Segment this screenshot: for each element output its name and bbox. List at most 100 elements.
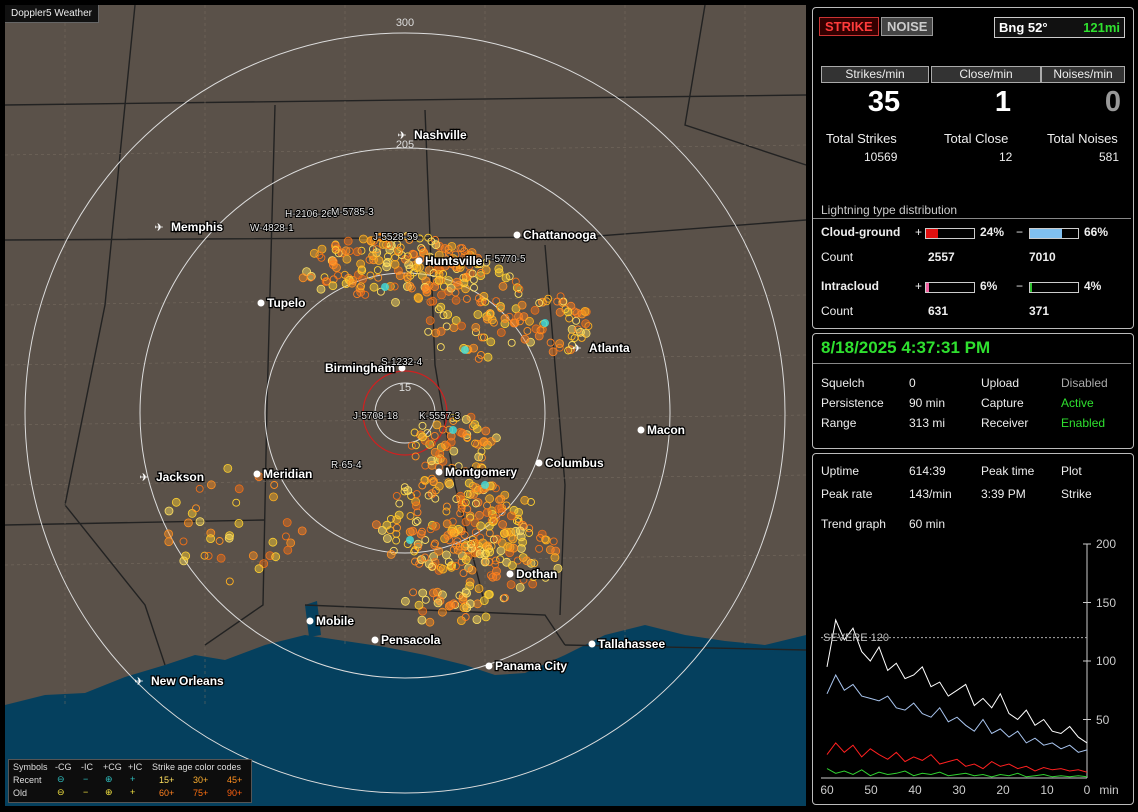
strike-mark [435,449,445,459]
airport-icon: ✈ [397,130,406,142]
cg-negative-bar [1029,228,1079,239]
range-value[interactable]: 313 mi [909,416,946,430]
receiver-label: Receiver [981,416,1029,430]
legend-old-label: Old [13,788,28,798]
strike-mark [358,234,368,244]
strike-mark [469,343,479,353]
strike-mark [489,535,498,544]
strike-mark [429,478,438,487]
capture-value[interactable]: Active [1061,396,1094,410]
strike-mark [374,256,384,265]
total-strikes-label: Total Strikes [826,131,897,146]
strike-mark [470,419,480,429]
recent-strike-mark [541,319,549,327]
range-rings [24,32,786,794]
cloud-ground-label: Cloud-ground [821,225,901,239]
ic-positive-percent: 6% [980,279,998,293]
strike-mark [486,571,495,580]
strike-mark [535,299,544,307]
strike-mark [404,260,414,270]
strike-mark [408,526,418,536]
strike-mark [508,534,518,544]
strikes-per-min-value: 35 [867,86,901,118]
strike-mark [410,547,419,556]
strike-mark [254,564,264,574]
persistence-value[interactable]: 90 min [909,396,946,410]
strike-mark [317,253,326,262]
strike-mark [486,337,496,347]
strike-mark [438,564,448,574]
strike-mark [479,596,489,605]
storm-cell-tag: W-4828-1 [250,223,294,234]
strike-mark [286,538,296,548]
strike-mark [465,581,475,591]
minus-icon: − [83,787,89,797]
total-strikes-value: 10569 [864,150,898,164]
strike-mark [452,541,461,550]
strike-mark [491,556,500,565]
strike-mark [462,603,472,613]
strike-mark [384,241,393,249]
trend-graph-value[interactable]: 60 min [909,517,946,531]
legend-age-title: Strike age color codes [152,762,242,772]
strike-mark [497,508,506,517]
age-old-3: 90+ [227,788,243,798]
strike-mark [451,316,461,325]
strike-mark [424,327,433,336]
strike-mark [467,565,477,575]
age-recent-1: 15+ [159,775,175,785]
strike-mark [418,588,428,598]
strike-mark [232,498,241,507]
strike-mark [192,504,200,513]
lightning-map[interactable]: ✈ Nashville ✈ Memphis Chattanooga Huntsville T… [5,5,806,806]
strike-mark [470,539,479,547]
airport-icon: ✈ [154,222,163,234]
city-dot [415,257,423,265]
strike-mark [514,514,523,523]
strike-mark [563,307,573,317]
receiver-value[interactable]: Enabled [1061,416,1106,430]
intracloud-label: Intracloud [821,279,880,293]
strike-tab[interactable]: STRIKE [819,17,879,36]
strike-mark [520,334,530,344]
strike-mark [473,259,483,269]
strike-mark [269,492,278,502]
strike-mark [442,507,451,516]
strike-mark [382,534,392,543]
strike-mark [361,290,370,299]
strike-mark [374,273,383,282]
strike-mark [395,499,404,508]
strike-mark [484,590,493,599]
divider [813,363,1131,364]
strike-mark [553,564,563,573]
uptime-value: 614:39 [909,464,946,478]
strike-mark [459,278,469,288]
strike-mark [514,507,523,517]
map-canvas[interactable]: ✈ Nashville ✈ Memphis Chattanooga Huntsville T… [5,5,806,806]
mobile-bay [305,601,321,637]
squelch-value[interactable]: 0 [909,376,916,390]
city-label: Huntsville [425,254,483,268]
strike-mark [486,437,496,446]
strike-mark [528,579,538,589]
datetime: 8/18/2025 4:37:31 PM [821,338,991,357]
ic-negative-count: 371 [1029,304,1050,318]
plot-value[interactable]: Strike [1061,487,1092,501]
strike-mark [391,297,400,307]
city-dot [506,570,514,578]
upload-value[interactable]: Disabled [1061,376,1108,390]
strike-mark [479,291,489,301]
noise-tab[interactable]: NOISE [881,17,934,36]
strike-mark [413,293,423,302]
strike-mark [402,282,412,291]
strike-mark [225,577,234,586]
strike-mark [421,536,430,544]
strike-mark [476,533,485,542]
strike-mark [320,273,329,282]
storm-cell-tag: J-5528-59 [373,232,418,243]
strike-mark [472,424,482,434]
recent-strike-mark [449,426,457,434]
strike-mark [223,463,233,473]
strike-mark [400,596,410,606]
strike-mark [426,297,435,306]
